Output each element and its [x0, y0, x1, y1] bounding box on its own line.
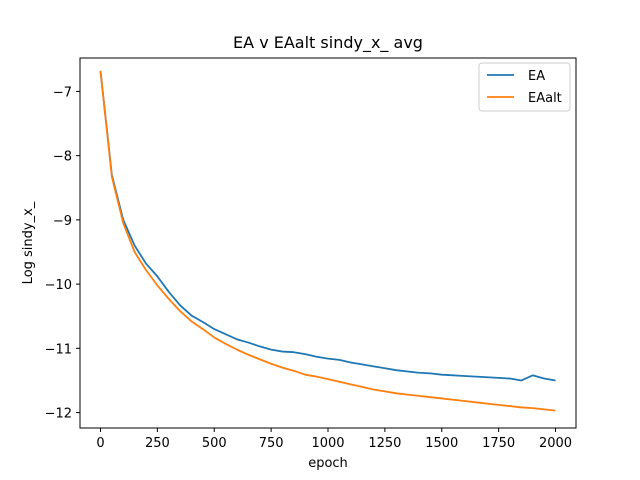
x-tick-label: 1500 [425, 436, 458, 451]
plot-area [79, 57, 577, 429]
y-tick-label: −10 [45, 278, 72, 293]
y-tick-label: −8 [53, 150, 72, 165]
plot-background [80, 58, 576, 428]
x-axis-label: epoch [308, 456, 348, 471]
x-tick-label: 500 [202, 436, 227, 451]
legend: EA EAalt [478, 62, 571, 112]
x-tick-label: 250 [145, 436, 170, 451]
x-tick-label: 1250 [368, 436, 401, 451]
legend-label-eaalt: EAalt [528, 91, 562, 106]
y-tick-label: −12 [45, 407, 72, 422]
x-axis: 0 250 500 750 1000 1250 1500 1750 2000 [96, 428, 572, 451]
x-tick-label: 1000 [311, 436, 344, 451]
x-tick-label: 0 [96, 436, 104, 451]
series-layer [99, 70, 556, 412]
y-axis: −7 −8 −9 −10 −11 −12 [45, 85, 80, 422]
series-line-ea [99, 70, 556, 382]
x-tick-label: 1750 [482, 436, 515, 451]
x-tick-label: 750 [259, 436, 284, 451]
y-tick-label: −7 [53, 85, 72, 100]
legend-label-ea: EA [528, 69, 545, 84]
y-tick-label: −9 [53, 214, 72, 229]
y-axis-label: Log sindy_x_ [21, 201, 36, 284]
series-line-eaalt [99, 70, 556, 412]
y-tick-label: −11 [45, 342, 72, 357]
x-tick-label: 2000 [539, 436, 572, 451]
chart-title: EA v EAalt sindy_x_ avg [233, 33, 423, 53]
